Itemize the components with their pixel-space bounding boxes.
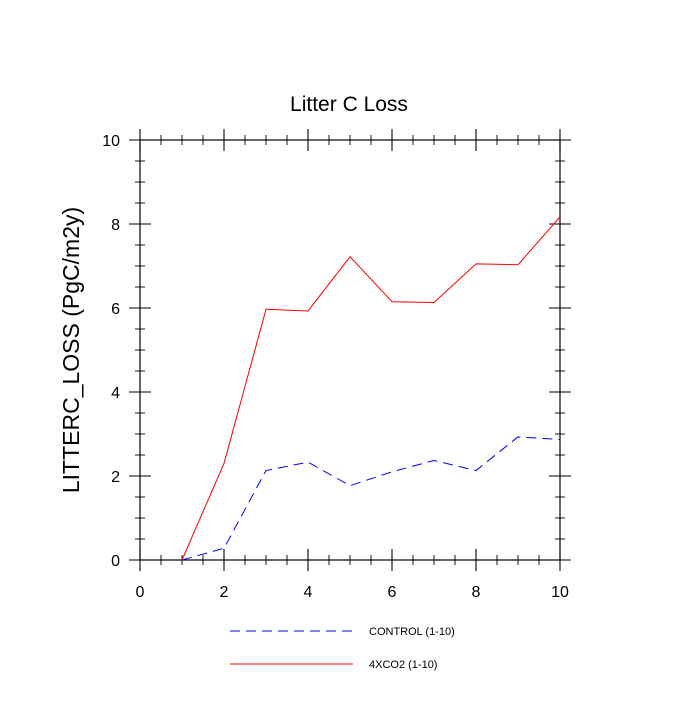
legend-label-1: 4XCO2 (1-10) bbox=[369, 659, 437, 671]
series-lines bbox=[181, 216, 561, 561]
x-tick-label: 10 bbox=[551, 584, 569, 601]
y-tick-label: 6 bbox=[111, 301, 120, 318]
series-line-1 bbox=[181, 216, 561, 561]
series-line-0 bbox=[181, 436, 561, 561]
y-tick-label: 0 bbox=[111, 553, 120, 570]
y-tick-label: 8 bbox=[111, 217, 120, 234]
y-tick-label: 4 bbox=[111, 385, 120, 402]
x-tick-label: 8 bbox=[472, 584, 481, 601]
y-tick-label: 2 bbox=[111, 469, 120, 486]
legend: CONTROL (1-10) 4XCO2 (1-10) bbox=[230, 626, 455, 671]
plot-frame bbox=[139, 139, 561, 561]
y-axis-label: LITTERC_LOSS (PgC/m2y) bbox=[58, 207, 84, 493]
x-tick-label: 0 bbox=[136, 584, 145, 601]
x-tick-label: 2 bbox=[220, 584, 229, 601]
x-tick-label: 6 bbox=[388, 584, 397, 601]
y-tick-label: 10 bbox=[102, 133, 120, 150]
axis-ticks: 0 2 4 6 8 10 0 2 4 6 8 10 bbox=[102, 129, 571, 601]
legend-label-0: CONTROL (1-10) bbox=[369, 626, 455, 638]
chart-title: Litter C Loss bbox=[290, 93, 408, 116]
x-tick-label: 4 bbox=[304, 584, 313, 601]
